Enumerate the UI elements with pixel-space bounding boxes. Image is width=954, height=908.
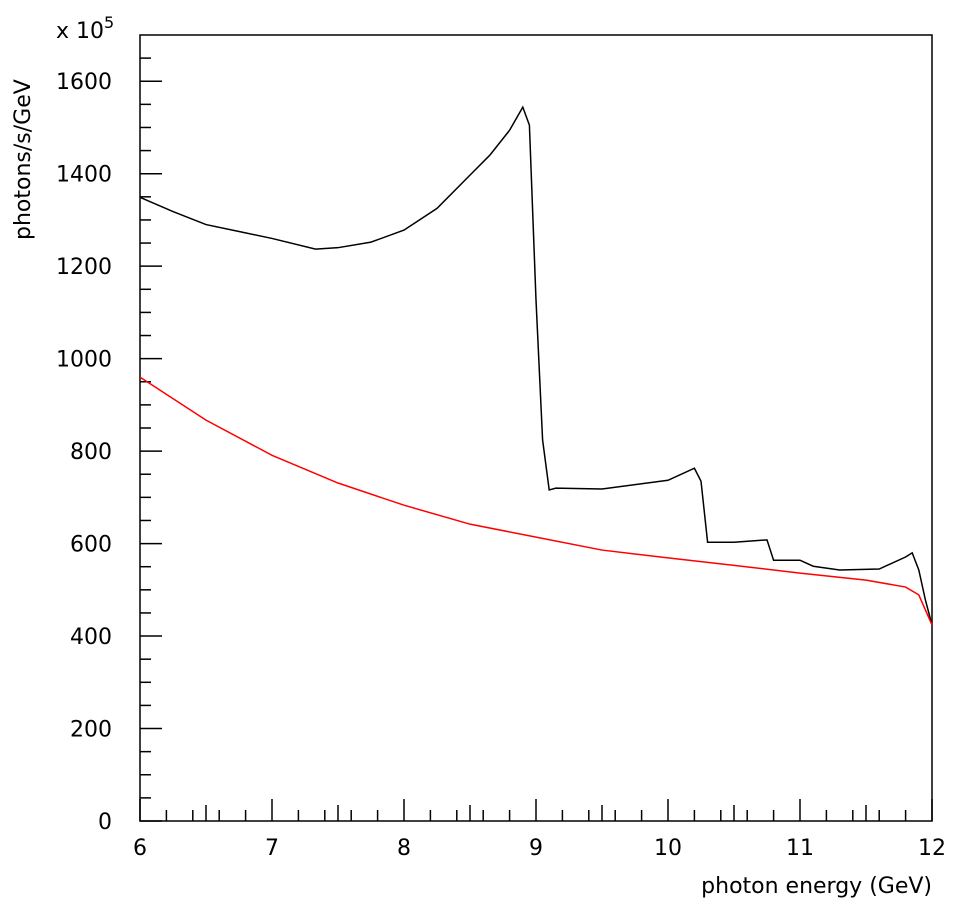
y-tick-label: 0 bbox=[98, 810, 112, 835]
x-tick-label: 12 bbox=[918, 836, 946, 861]
y-tick-label: 200 bbox=[70, 718, 112, 743]
plot-frame bbox=[139, 34, 933, 822]
data-line bbox=[139, 105, 933, 626]
y-tick-label: 1000 bbox=[56, 348, 112, 373]
y-tick-label: 600 bbox=[70, 533, 112, 558]
y-tick-label: 400 bbox=[70, 625, 112, 650]
x-axis-label: photon energy (GeV) bbox=[701, 874, 932, 899]
data-line bbox=[139, 376, 933, 626]
x-tick-label: 10 bbox=[654, 836, 682, 861]
y-tick-label: 1600 bbox=[56, 70, 112, 95]
y-multiplier-base: x 10 bbox=[56, 19, 104, 44]
y-tick-label: 1400 bbox=[56, 163, 112, 188]
y-multiplier-exp: 5 bbox=[104, 13, 114, 32]
x-tick-label: 7 bbox=[265, 836, 279, 861]
x-tick-label: 9 bbox=[529, 836, 543, 861]
x-tick-label: 8 bbox=[397, 836, 411, 861]
x-tick-label: 6 bbox=[133, 836, 147, 861]
y-tick-label: 800 bbox=[70, 440, 112, 465]
y-tick-label: 1200 bbox=[56, 255, 112, 280]
x-tick-label: 11 bbox=[786, 836, 814, 861]
y-axis-label: photons/s/GeV bbox=[11, 79, 36, 240]
y-multiplier: x 105 bbox=[56, 13, 114, 44]
